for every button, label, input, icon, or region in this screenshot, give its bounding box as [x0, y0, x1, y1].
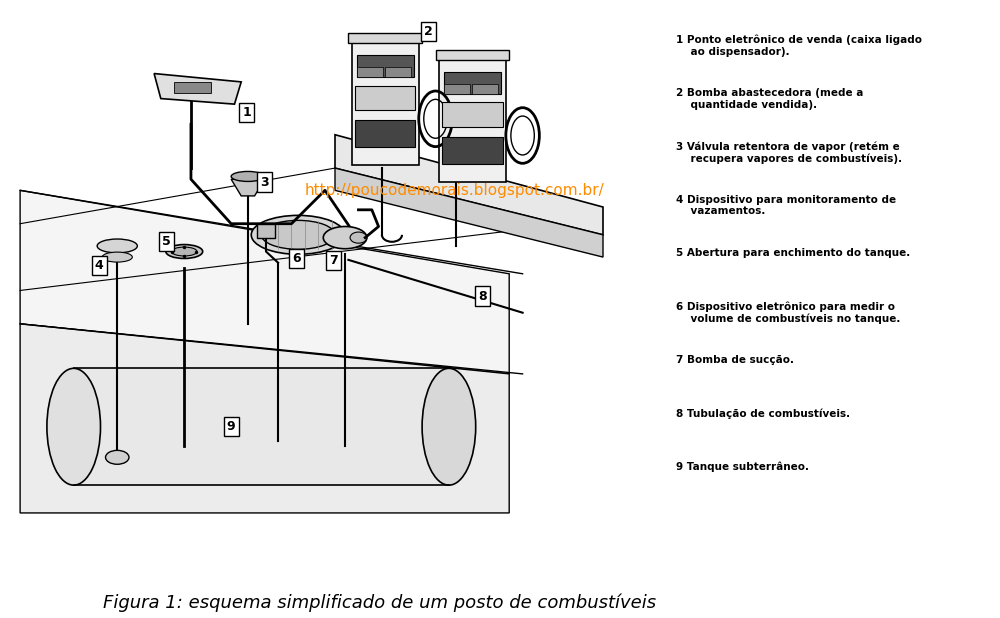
Text: 3: 3	[260, 176, 269, 188]
Bar	[174, 82, 211, 93]
Text: 2 Bomba abastecedora (mede a
    quantidade vendida).: 2 Bomba abastecedora (mede a quantidade …	[676, 88, 864, 109]
Text: http://poucodemorais.blogspot.com.br/: http://poucodemorais.blogspot.com.br/	[305, 183, 605, 198]
Bar	[352, 43, 419, 165]
Polygon shape	[154, 74, 241, 104]
Text: 1: 1	[242, 106, 251, 119]
Bar	[355, 86, 415, 110]
Ellipse shape	[172, 247, 197, 256]
Text: 6 Dispositivo eletrônico para medir o
    volume de combustíveis no tanque.: 6 Dispositivo eletrônico para medir o vo…	[676, 302, 901, 324]
Ellipse shape	[166, 245, 203, 258]
Text: 9 Tanque subterrâneo.: 9 Tanque subterrâneo.	[676, 462, 809, 472]
Text: 5 Abertura para enchimento do tanque.: 5 Abertura para enchimento do tanque.	[676, 248, 910, 258]
Ellipse shape	[97, 239, 137, 253]
Bar	[257, 224, 275, 237]
Bar	[348, 33, 422, 43]
Ellipse shape	[47, 368, 100, 485]
Polygon shape	[231, 179, 265, 196]
Ellipse shape	[102, 252, 132, 262]
Text: Figura 1: esquema simplificado de um posto de combustíveis: Figura 1: esquema simplificado de um pos…	[103, 593, 657, 612]
Text: 1 Ponto eletrônico de venda (caixa ligado
    ao dispensador).: 1 Ponto eletrônico de venda (caixa ligad…	[676, 35, 922, 57]
Bar	[444, 72, 501, 94]
Polygon shape	[20, 190, 509, 374]
Polygon shape	[335, 168, 603, 257]
Ellipse shape	[261, 221, 335, 249]
Bar	[436, 49, 509, 59]
Ellipse shape	[422, 368, 476, 485]
Text: 5: 5	[162, 235, 171, 248]
Text: 7 Bomba de sucção.: 7 Bomba de sucção.	[676, 355, 794, 365]
Bar	[472, 84, 498, 94]
Bar	[357, 67, 383, 77]
Bar	[439, 59, 506, 182]
Ellipse shape	[251, 215, 345, 255]
Bar	[444, 84, 470, 94]
Ellipse shape	[106, 451, 129, 464]
Text: 4 Dispositivo para monitoramento de
    vazamentos.: 4 Dispositivo para monitoramento de vaza…	[676, 195, 896, 216]
Bar	[442, 137, 503, 164]
Ellipse shape	[323, 226, 367, 248]
Polygon shape	[20, 324, 509, 513]
Bar	[442, 103, 503, 127]
Text: 2: 2	[424, 25, 433, 38]
Bar	[355, 120, 415, 147]
Text: 6: 6	[292, 252, 301, 265]
Text: 9: 9	[227, 420, 235, 433]
Ellipse shape	[231, 171, 265, 182]
Text: 4: 4	[95, 259, 104, 272]
Bar	[357, 55, 414, 77]
Text: 3 Válvula retentora de vapor (retém e
    recupera vapores de combustíveis).: 3 Válvula retentora de vapor (retém e re…	[676, 142, 902, 164]
Bar	[74, 368, 449, 485]
Text: 8: 8	[478, 289, 487, 303]
Bar	[385, 67, 411, 77]
Polygon shape	[335, 135, 603, 235]
Text: 8 Tubulação de combustíveis.: 8 Tubulação de combustíveis.	[676, 408, 850, 419]
Ellipse shape	[350, 232, 367, 243]
Text: 7: 7	[329, 254, 338, 267]
